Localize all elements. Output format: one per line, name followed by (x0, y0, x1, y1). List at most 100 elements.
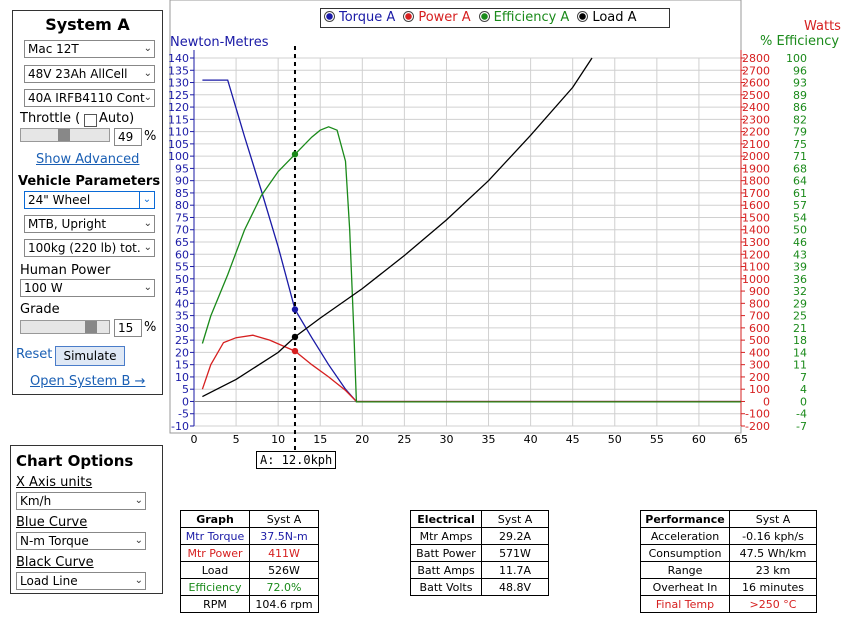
grade-percent: % (144, 320, 157, 335)
show-advanced-link[interactable]: Show Advanced (36, 152, 140, 167)
throttle-input[interactable]: 49 (114, 128, 142, 146)
controller-value: 40A IRFB4110 Cont (28, 91, 145, 105)
throttle-slider-knob[interactable] (58, 129, 70, 141)
efficiency-tick-label: 79 (793, 126, 807, 139)
legend-item[interactable]: Torque A (324, 10, 395, 25)
efficiency-tick-label: 32 (793, 285, 807, 298)
motor-select[interactable]: Mac 12T ⌄ (24, 40, 155, 58)
motor-value: Mac 12T (28, 42, 79, 56)
chevron-down-icon: ⌄ (139, 192, 154, 208)
efficiency-tick-label: 18 (793, 334, 807, 347)
electrical-row: Batt Power 571W (410, 544, 549, 562)
chevron-down-icon: ⌄ (143, 282, 152, 293)
chevron-down-icon: ⌄ (143, 242, 152, 253)
legend-item[interactable]: Load A (577, 10, 637, 25)
torque-tick-label: 85 (175, 187, 189, 200)
efficiency-tick-label: 11 (793, 359, 807, 372)
graph-row-value: 526W (249, 561, 319, 579)
radio-icon (577, 11, 589, 22)
watt-tick-label: 1700 (742, 187, 770, 200)
auto-label: Auto) (99, 111, 135, 126)
efficiency-tick-label: 46 (793, 236, 807, 249)
x-units-select[interactable]: Km/h ⌄ (16, 492, 146, 510)
human-power-select[interactable]: 100 W ⌄ (20, 279, 155, 297)
watt-tick-label: 2100 (742, 138, 770, 151)
simulate-button[interactable]: Simulate (55, 346, 125, 366)
torque-tick-label: -10 (171, 420, 189, 433)
efficiency-tick-label: 36 (793, 273, 807, 286)
mass-select[interactable]: 100kg (220 lb) tot. ⌄ (24, 239, 155, 257)
watt-tick-label: 2600 (742, 77, 770, 90)
efficiency-tick-label: -7 (796, 420, 807, 433)
torque-tick-label: 135 (168, 64, 189, 77)
grade-slider-knob[interactable] (85, 321, 97, 333)
graph-row-value: 104.6 rpm (249, 595, 319, 613)
chevron-down-icon: ⌄ (143, 68, 152, 79)
torque-tick-label: 15 (175, 359, 189, 372)
x-tick-label: 30 (439, 433, 453, 446)
battery-select[interactable]: 48V 23Ah AllCell ⌄ (24, 65, 155, 83)
performance-row-value: >250 °C (729, 595, 817, 613)
graph-row-label: Load (180, 561, 250, 579)
x-tick-label: 20 (355, 433, 369, 446)
controller-select[interactable]: 40A IRFB4110 Cont ⌄ (24, 89, 155, 107)
chevron-down-icon: ⌄ (143, 218, 152, 229)
x-tick-label: 10 (271, 433, 285, 446)
black-curve-label: Black Curve (16, 555, 94, 570)
efficiency-tick-label: 100 (786, 52, 807, 65)
graph-row: Mtr Power 411W (180, 544, 319, 562)
efficiency-tick-label: 25 (793, 310, 807, 323)
series-point (291, 347, 299, 355)
frame-select[interactable]: MTB, Upright ⌄ (24, 215, 155, 233)
throttle-slider[interactable] (20, 128, 110, 142)
torque-tick-label: 125 (168, 89, 189, 102)
efficiency-tick-label: 93 (793, 77, 807, 90)
series-point (291, 151, 299, 158)
reset-link[interactable]: Reset (16, 347, 53, 362)
x-units-label: X Axis units (16, 475, 93, 490)
torque-tick-label: 120 (168, 101, 189, 114)
system-a-title: System A (45, 15, 130, 34)
performance-row: Overheat In 16 minutes (640, 578, 817, 596)
torque-tick-label: 45 (175, 285, 189, 298)
system-a-panel: System A Mac 12T ⌄ 48V 23Ah AllCell ⌄ 40A … (12, 10, 163, 395)
grade-slider[interactable] (20, 320, 110, 334)
graph-row-label: RPM (180, 595, 250, 613)
legend-item-label: Torque A (339, 10, 396, 25)
graph-row-value: 37.5N-m (249, 527, 319, 545)
x-tick-label: 50 (608, 433, 622, 446)
left-axis-title: Newton-Metres (170, 35, 269, 50)
performance-row-label: Consumption (640, 544, 730, 562)
electrical-row-label: Batt Volts (410, 578, 482, 596)
x-tick-label: 40 (524, 433, 538, 446)
x-tick-label: 65 (734, 433, 748, 446)
graph-row-value: 72.0% (249, 578, 319, 596)
open-system-b-link[interactable]: Open System B → (30, 374, 146, 389)
blue-curve-select[interactable]: N-m Torque ⌄ (16, 532, 146, 550)
torque-tick-label: 80 (175, 199, 189, 212)
grade-input[interactable]: 15 (114, 319, 142, 337)
watt-tick-label: 1900 (742, 162, 770, 175)
black-curve-select[interactable]: Load Line ⌄ (16, 572, 146, 590)
legend-item[interactable]: Efficiency A (478, 10, 569, 25)
electrical-row-label: Mtr Amps (410, 527, 482, 545)
efficiency-tick-label: 29 (793, 297, 807, 310)
graph-table: Graph Syst A Mtr Torque 37.5N-m Mtr Power 4… (180, 510, 319, 613)
chart-curves (201, 57, 741, 403)
graph-row: Mtr Torque 37.5N-m (180, 527, 319, 545)
watt-tick-label: 1200 (742, 248, 770, 261)
watt-tick-label: 400 (749, 346, 770, 359)
watt-tick-label: 100 (749, 383, 770, 396)
torque-tick-label: 40 (175, 297, 189, 310)
electrical-row-label: Batt Amps (410, 561, 482, 579)
performance-row-label: Acceleration (640, 527, 730, 545)
performance-row: Final Temp >250 °C (640, 595, 817, 613)
graph-row: Load 526W (180, 561, 319, 579)
torque-tick-label: 55 (175, 261, 189, 274)
performance-row-value: 16 minutes (729, 578, 817, 596)
x-tick-label: 25 (397, 433, 411, 446)
wheel-select[interactable]: 24" Wheel ⌄ (24, 191, 155, 209)
legend-item[interactable]: Power A (403, 10, 471, 25)
series-line (201, 126, 741, 403)
auto-checkbox[interactable] (84, 114, 97, 127)
